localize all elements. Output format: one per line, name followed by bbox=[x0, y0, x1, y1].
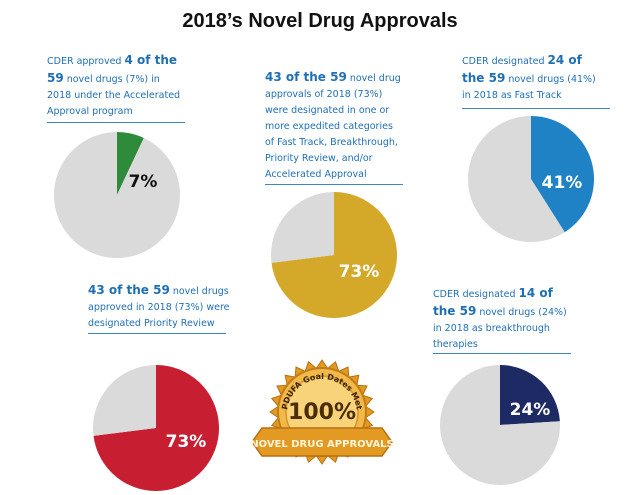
pie-slice-highlight bbox=[93, 365, 220, 491]
pie-chart: 73% bbox=[270, 192, 397, 319]
caption-divider bbox=[88, 333, 226, 334]
caption-divider bbox=[47, 122, 185, 123]
pie-slice-highlight bbox=[117, 132, 144, 195]
pie-chart: 73% bbox=[93, 365, 220, 491]
caption-priority-review: 43 of the 59 novel drugs approved in 201… bbox=[88, 283, 230, 329]
caption-divider bbox=[265, 184, 403, 185]
pie-chart: 24% bbox=[440, 365, 560, 485]
pie-chart: 41% bbox=[468, 116, 595, 242]
page-title: 2018’s Novel Drug Approvals bbox=[182, 10, 458, 32]
caption-expedited-categories: 43 of the 59 novel drug approvals of 201… bbox=[265, 70, 401, 180]
badge-percent: 100% bbox=[288, 400, 356, 425]
pie-slice-remainder bbox=[440, 365, 560, 485]
pie-slice-remainder bbox=[468, 116, 565, 242]
pie-slice-remainder bbox=[54, 132, 181, 258]
pie-slice-remainder bbox=[270, 192, 334, 263]
pie-slice-remainder bbox=[93, 365, 156, 436]
pdufa-badge: PDUFA Goal Dates Met 100% NOVEL DRUG APP… bbox=[250, 359, 394, 465]
badge-ribbon-text: NOVEL DRUG APPROVALS bbox=[250, 439, 394, 450]
caption-fast-track: CDER designated 24 of the 59 novel drugs… bbox=[462, 53, 596, 101]
pie-slice-highlight bbox=[500, 365, 560, 425]
caption-divider bbox=[462, 108, 610, 109]
caption-accelerated-approval: CDER approved 4 of the 59 novel drugs (7… bbox=[47, 53, 181, 117]
badge-ribbon bbox=[251, 427, 393, 457]
pie-chart: 7% bbox=[54, 132, 181, 258]
caption-breakthrough: CDER designated 14 of the 59 novel drugs… bbox=[433, 286, 567, 350]
caption-divider bbox=[433, 353, 571, 354]
pie-percent-label: 41% bbox=[542, 173, 583, 193]
pie-percent-label: 7% bbox=[129, 172, 158, 192]
pie-percent-label: 24% bbox=[510, 400, 551, 420]
pie-slice-highlight bbox=[271, 192, 397, 319]
pie-percent-label: 73% bbox=[166, 432, 207, 452]
pie-slice-highlight bbox=[531, 116, 595, 233]
pie-percent-label: 73% bbox=[339, 262, 380, 282]
